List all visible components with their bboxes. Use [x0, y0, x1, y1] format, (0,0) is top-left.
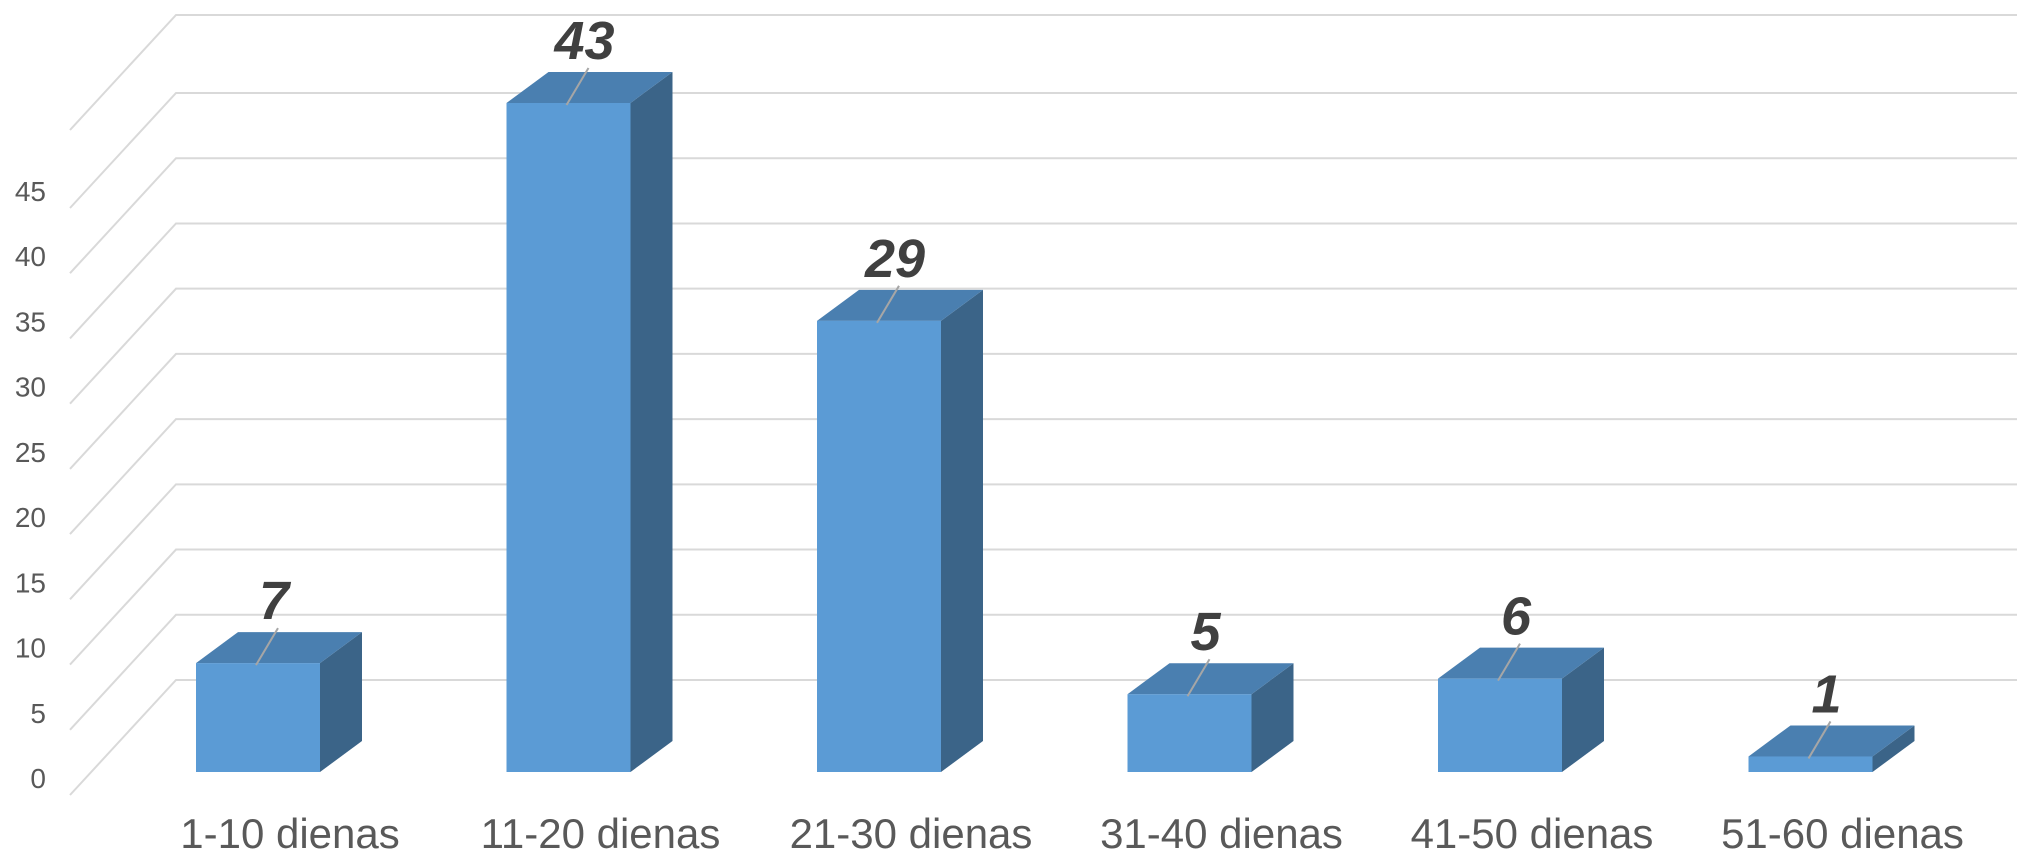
bars: [196, 72, 1915, 772]
y-tick-label: 30: [15, 372, 46, 403]
y-tick-label: 35: [15, 306, 46, 337]
bar-front: [817, 320, 941, 772]
data-label: 7: [259, 571, 292, 631]
bar-top: [1127, 663, 1294, 695]
bar-side: [941, 289, 983, 772]
bar: [1127, 663, 1294, 772]
y-tick-label: 45: [15, 176, 46, 207]
x-category-label: 31-40 dienas: [1100, 810, 1343, 857]
gridline: [69, 287, 2017, 405]
bar-top: [1438, 647, 1604, 679]
gridlines: [69, 14, 2017, 796]
gridline: [69, 222, 2017, 340]
y-tick-label: 10: [15, 633, 46, 664]
gridline: [69, 157, 2017, 274]
data-label: 5: [1190, 602, 1221, 662]
gridline: [69, 679, 2017, 796]
bar-top: [1748, 725, 1915, 757]
y-tick-label: 40: [15, 241, 46, 272]
x-category-label: 41-50 dienas: [1411, 810, 1654, 857]
bar: [196, 632, 362, 772]
bar-front: [1127, 694, 1252, 772]
y-axis-ticks: 0 5 10 15 20 25 30 35 40 45: [15, 176, 46, 794]
data-label-leader: [1497, 643, 1521, 682]
data-label-leader: [255, 627, 279, 666]
bar: [1438, 647, 1604, 772]
bar-front: [506, 103, 631, 772]
bar-top: [196, 632, 362, 664]
bar-side: [1872, 725, 1915, 772]
data-label: 43: [553, 11, 614, 71]
x-category-label: 51-60 dienas: [1721, 810, 1964, 857]
bar-side: [1251, 663, 1294, 772]
x-axis-categories: 1-10 dienas 11-20 dienas 21-30 dienas 31-40…: [180, 810, 1964, 857]
gridline: [69, 483, 2017, 601]
gridline: [69, 14, 2017, 131]
bar-side: [320, 632, 362, 772]
x-category-label: 21-30 dienas: [790, 810, 1033, 857]
bar-front: [196, 663, 320, 772]
data-label-leader: [876, 285, 900, 324]
bar-top: [817, 289, 983, 321]
bar: [506, 72, 673, 772]
data-label-leader: [1186, 658, 1211, 697]
bar-front: [1438, 678, 1562, 772]
gridline: [69, 613, 2017, 731]
gridline: [69, 352, 2017, 470]
y-tick-label: 5: [30, 698, 46, 729]
data-label-leader: [565, 67, 590, 106]
bar-top: [506, 72, 673, 103]
data-label: 1: [1811, 664, 1841, 724]
y-tick-label: 0: [30, 763, 46, 794]
x-category-label: 11-20 dienas: [481, 810, 721, 857]
y-tick-label: 25: [15, 437, 46, 468]
bar: [1748, 725, 1915, 772]
bar: [817, 289, 983, 772]
bar-side: [1562, 647, 1604, 772]
y-tick-label: 15: [15, 567, 46, 598]
x-category-label: 1-10 dienas: [180, 810, 400, 857]
bar-front: [1748, 756, 1873, 772]
data-label-leader: [1807, 720, 1832, 759]
data-label: 29: [864, 229, 925, 289]
data-labels: 7 43 29 5 6 1: [255, 11, 1842, 759]
data-label: 6: [1501, 587, 1532, 647]
gridline: [69, 418, 2017, 535]
gridline: [69, 92, 2017, 209]
bar-side: [630, 72, 673, 772]
gridline: [69, 548, 2017, 666]
y-tick-label: 20: [15, 502, 46, 533]
